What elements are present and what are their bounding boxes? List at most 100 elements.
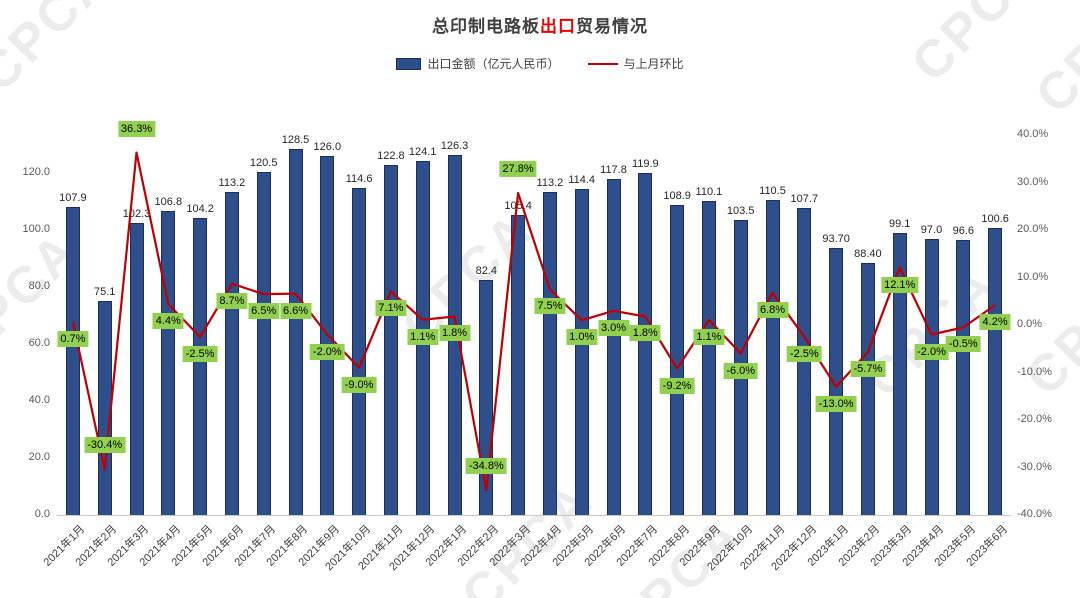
bar: [892, 232, 907, 515]
line-data-label: 1.8%: [629, 325, 661, 342]
bar-value-label: 96.6: [952, 224, 974, 237]
line-data-label: 1.1%: [693, 328, 725, 345]
bar-value-label: 117.8: [600, 164, 627, 177]
bar-value-label: 107.7: [790, 193, 819, 206]
bar-value-label: 108.9: [663, 189, 691, 202]
bar: [606, 179, 621, 515]
line-data-label: 12.1%: [881, 276, 919, 293]
bar-value-label: 88.40: [854, 248, 882, 261]
bar-value-label: 124.1: [408, 146, 437, 159]
title-text-right: 贸易情况: [576, 17, 648, 36]
bar-value-label: 114.4: [568, 173, 596, 186]
line-data-label: 0.7%: [57, 330, 89, 347]
bar: [829, 247, 844, 515]
legend-item-export-amount: 出口金额（亿元人民币）: [396, 55, 560, 72]
bar: [860, 263, 875, 515]
line-data-label: -34.8%: [465, 458, 507, 475]
bar: [701, 201, 716, 515]
bar: [224, 192, 239, 515]
bar-value-label: 93.70: [822, 232, 850, 245]
y-axis-tick-left: 60.0: [28, 336, 50, 349]
bar-value-label: 119.9: [631, 158, 659, 171]
line-data-label: 3.0%: [597, 319, 630, 336]
y-axis-tick-right: -30.0%: [1017, 460, 1052, 473]
line-data-label: 6.5%: [248, 303, 280, 320]
legend-label-export-amount: 出口金额（亿元人民币）: [427, 57, 560, 71]
bar-value-label: 106.8: [154, 195, 183, 208]
bar: [988, 228, 1003, 515]
y-axis-tick-right: 0.0%: [1017, 318, 1043, 330]
bar: [193, 218, 208, 515]
y-axis-tick-right: 30.0%: [1017, 175, 1049, 188]
legend-item-mom-change: 与上月环比: [587, 55, 684, 72]
line-data-label: -13.0%: [815, 395, 857, 412]
bar: [129, 223, 144, 515]
line-data-label: 1.1%: [407, 328, 439, 345]
line-data-label: 6.6%: [279, 302, 312, 319]
bar-value-label: 99.1: [888, 217, 911, 230]
y-axis-tick-right: 10.0%: [1017, 270, 1049, 283]
y-axis-tick-right: -20.0%: [1017, 413, 1052, 425]
mom-line-series: [71, 151, 996, 492]
line-data-label: -6.0%: [723, 362, 759, 379]
bar-value-label: 100.6: [981, 213, 1009, 226]
bar: [924, 238, 939, 515]
line-data-label: -30.4%: [84, 437, 126, 454]
bar-value-label: 103.5: [726, 205, 755, 218]
x-axis-line: [57, 515, 1011, 516]
chart-legend: 出口金额（亿元人民币） 与上月环比: [0, 55, 1080, 72]
y-axis-tick-left: 120.0: [22, 165, 50, 178]
mom-line: [71, 151, 996, 492]
line-data-label: 4.2%: [979, 314, 1011, 331]
bar-value-label: 97.0: [920, 223, 943, 236]
y-axis-tick-right: 20.0%: [1017, 223, 1049, 235]
y-axis-tick-right: 40.0%: [1017, 128, 1049, 140]
bar-value-label: 113.2: [218, 177, 246, 190]
line-series-swatch: [587, 62, 618, 65]
title-text-left: 总印制电路板: [432, 17, 540, 36]
bar: [574, 188, 589, 515]
bar: [511, 214, 526, 515]
bar-value-label: 110.5: [759, 185, 786, 198]
bar-value-label: 113.2: [536, 177, 564, 190]
chart-title: 总印制电路板出口贸易情况: [0, 12, 1080, 37]
line-data-label: -2.0%: [914, 343, 949, 360]
line-data-label: 7.1%: [375, 300, 407, 317]
y-axis-tick-left: 0.0: [34, 508, 50, 520]
bar-value-label: 75.1: [93, 285, 116, 298]
line-data-label: -5.7%: [850, 361, 886, 378]
bar: [383, 165, 398, 515]
line-data-label: -9.2%: [659, 377, 695, 394]
bar-value-label: 126.3: [440, 140, 469, 153]
bar: [956, 239, 971, 515]
line-data-label: -2.0%: [309, 343, 345, 360]
y-axis-tick-left: 20.0: [28, 450, 50, 463]
line-data-label: 1.0%: [566, 329, 598, 346]
y-axis-tick-right: -10.0%: [1017, 365, 1052, 378]
y-axis-tick-right: -40.0%: [1017, 508, 1052, 520]
line-data-label: -9.0%: [341, 376, 377, 393]
line-data-label: 7.5%: [534, 298, 566, 315]
bar-value-label: 82.4: [475, 265, 497, 278]
bar-value-label: 114.6: [345, 173, 373, 186]
bar: [542, 192, 557, 515]
line-data-label: -2.5%: [182, 345, 218, 362]
line-data-label: 6.8%: [756, 301, 789, 318]
title-highlight-export: 出口: [540, 17, 576, 36]
y-axis-tick-left: 40.0: [28, 393, 50, 406]
line-data-label: 8.7%: [216, 292, 248, 309]
bar: [638, 173, 653, 515]
line-data-label: -2.5%: [786, 345, 822, 362]
bar-value-label: 110.1: [695, 186, 723, 199]
bar-value-label: 128.5: [281, 133, 310, 146]
bar-value-label: 122.8: [377, 150, 405, 163]
legend-label-mom-change: 与上月环比: [623, 57, 684, 71]
line-data-label: 1.8%: [438, 325, 471, 342]
bar-value-label: 126.0: [313, 140, 342, 153]
bar-series-swatch: [396, 57, 422, 70]
line-data-label: 36.3%: [117, 120, 156, 137]
bar: [256, 171, 271, 515]
bar-value-label: 104.2: [186, 203, 214, 216]
